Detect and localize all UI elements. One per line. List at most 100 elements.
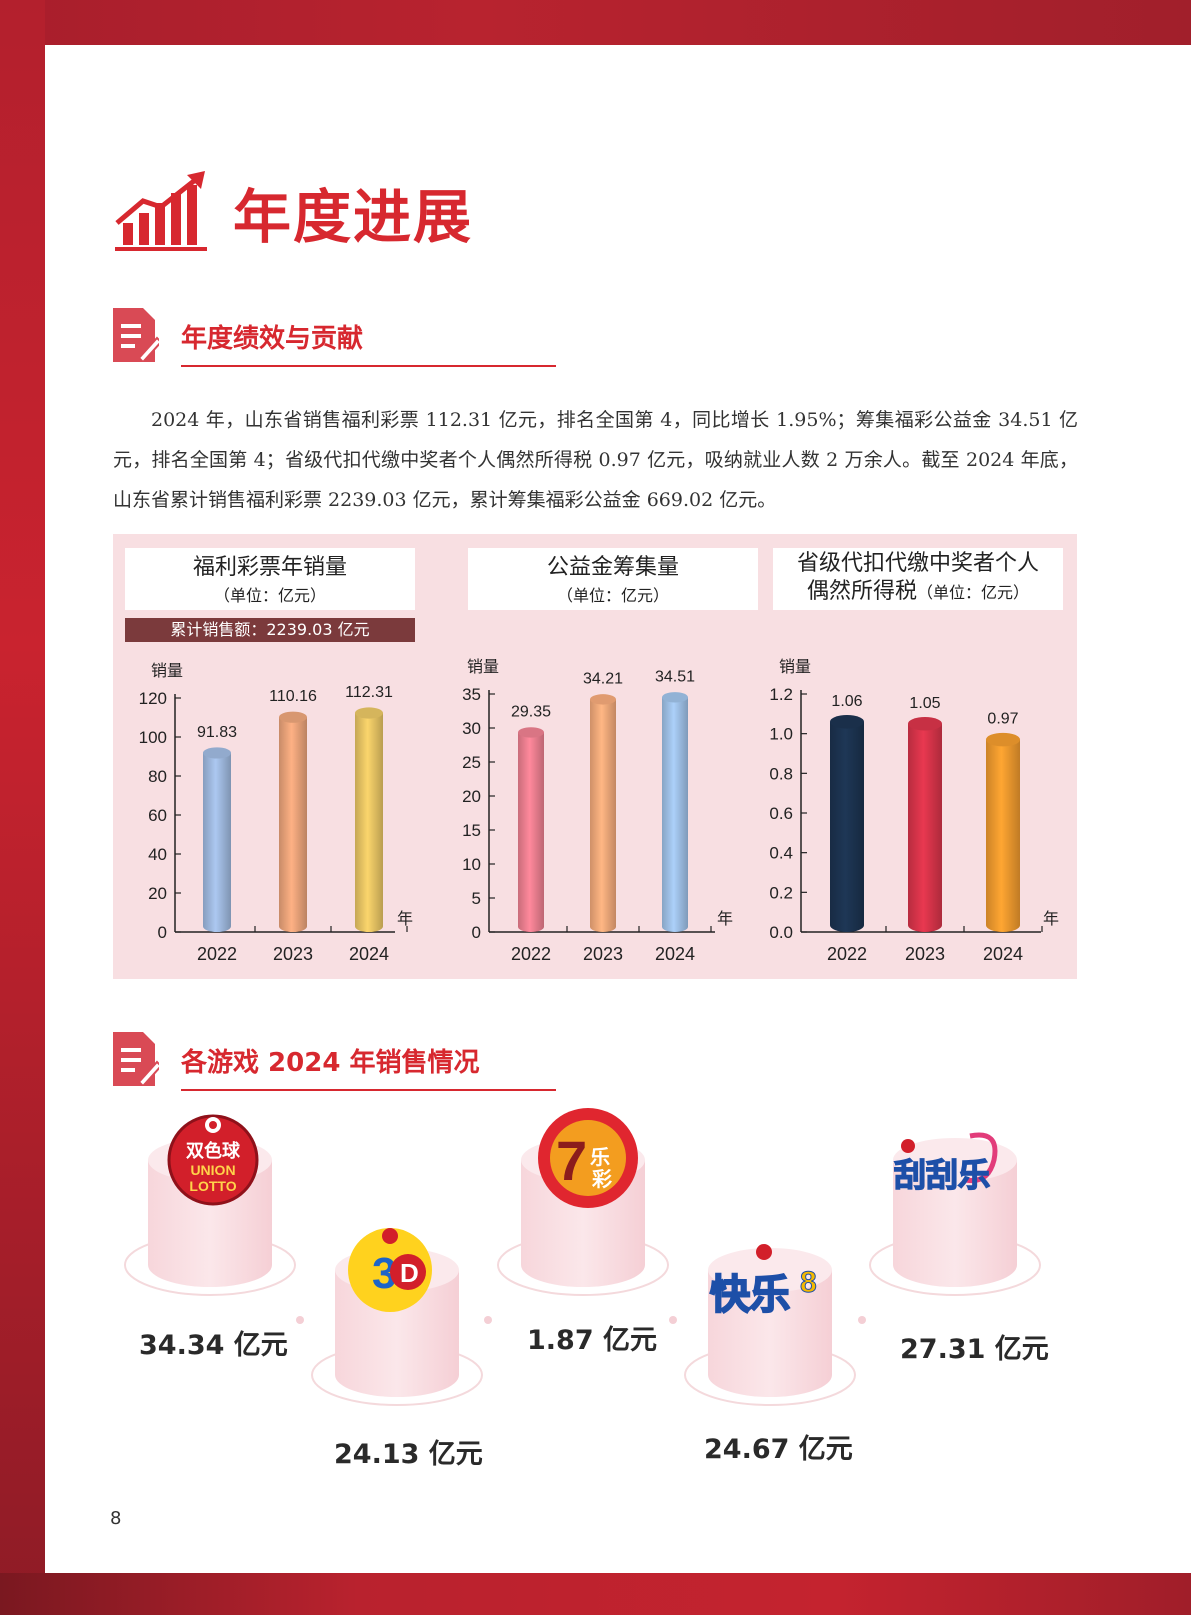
chart-bar-body <box>518 732 544 932</box>
chart-bar-top <box>279 711 307 723</box>
chart-y-tick-label: 15 <box>462 821 481 840</box>
svg-text:刮刮乐: 刮刮乐 <box>894 1157 990 1193</box>
chart-y-tick-label: 100 <box>139 728 167 747</box>
chart-y-tick-label: 35 <box>462 685 481 704</box>
chart-bar-top <box>355 707 383 719</box>
chart-y-tick-label: 30 <box>462 719 481 738</box>
section-title: 各游戏 2024 年销售情况 <box>181 1042 556 1091</box>
page-header: 年度进展 <box>113 170 473 254</box>
svg-text:LOTTO: LOTTO <box>189 1178 236 1194</box>
chart-x-tick-label: 2024 <box>349 944 389 964</box>
chart-y-tick-label: 0.2 <box>769 883 793 902</box>
chart-bar-top <box>518 727 544 738</box>
chart-x-tick-label: 2023 <box>905 944 945 964</box>
document-edit-icon <box>113 1032 159 1086</box>
chart-y-tick-label: 25 <box>462 753 481 772</box>
charts-panel: 福利彩票年销量 （单位：亿元） 累计销售额：2239.03 亿元 公益金筹集量 … <box>113 534 1077 979</box>
chart-x-tick-label: 2022 <box>827 944 867 964</box>
chart-data-label: 91.83 <box>197 724 237 741</box>
svg-text:7: 7 <box>556 1129 587 1192</box>
chart-y-tick-label: 0 <box>472 923 481 942</box>
chart-data-label: 0.97 <box>987 711 1018 728</box>
chart-bar-body <box>590 699 616 932</box>
growth-chart-icon <box>115 171 207 251</box>
chart-data-label: 34.21 <box>583 670 623 687</box>
chart-y-axis-label: 销量 <box>779 658 811 676</box>
svg-text:快乐: 快乐 <box>710 1273 790 1317</box>
chart-bar-body <box>908 723 942 932</box>
chart-data-label: 112.31 <box>345 684 393 701</box>
chart-data-label: 34.51 <box>655 668 695 685</box>
chart-data-label: 1.06 <box>831 693 862 710</box>
chart-y-axis-label: 销量 <box>467 658 499 676</box>
chart3-title-line1: 省级代扣代缴中奖者个人 <box>796 551 1039 576</box>
chart-bar <box>355 707 383 932</box>
chart-bar <box>279 711 307 932</box>
chart-y-tick-label: 20 <box>462 787 481 806</box>
chart2-header: 公益金筹集量 （单位：亿元） <box>468 548 758 610</box>
chart-x-tick-label: 2024 <box>983 944 1023 964</box>
chart1-unit: （单位：亿元） <box>213 586 326 605</box>
chart-x-tick-label: 2022 <box>197 944 237 964</box>
chart-bar-body <box>355 712 383 932</box>
chart-bar-body <box>662 697 688 932</box>
chart-income-tax: 销量 0.0 0.2 0.4 0.6 0.8 1.0 1.2 年 1.06 2022 1.05 2023… <box>769 658 1059 964</box>
chart2-title: 公益金筹集量 <box>546 555 679 580</box>
chart-y-tick-label: 0.8 <box>769 764 793 783</box>
kuai-le-8-logo-icon: 快乐 8 <box>709 1244 817 1318</box>
game-sales-7-le-cai: 1.87 亿元 <box>527 1325 658 1356</box>
chart-bar <box>986 732 1020 932</box>
game-sales-gua-gua-le: 27.31 亿元 <box>900 1334 1049 1365</box>
chart-bar-body <box>279 717 307 932</box>
3d-logo-icon: 3 D <box>348 1228 432 1312</box>
chart-y-tick-label: 60 <box>148 806 167 825</box>
chart-y-tick-label: 80 <box>148 767 167 786</box>
chart-x-tick-label: 2024 <box>655 944 695 964</box>
chart-bar-top <box>590 694 616 705</box>
chart-data-label: 110.16 <box>269 688 317 705</box>
top-frame-bar <box>0 0 1191 45</box>
gua-gua-le-logo-icon: 刮刮乐 <box>893 1132 998 1194</box>
left-frame-bar <box>0 0 45 1615</box>
game-sales-3d: 24.13 亿元 <box>334 1439 483 1470</box>
chart-bar <box>662 692 688 932</box>
summary-paragraph: 2024 年，山东省销售福利彩票 112.31 亿元，排名全国第 4，同比增长 … <box>113 409 1078 511</box>
game-sales-union-lotto: 34.34 亿元 <box>139 1330 288 1361</box>
chart-x-axis-unit: 年 <box>1043 910 1059 928</box>
chart-bar <box>830 714 864 932</box>
chart-y-tick-label: 40 <box>148 845 167 864</box>
svg-text:8: 8 <box>800 1266 817 1299</box>
chart-data-label: 1.05 <box>909 695 940 712</box>
chart1-title: 福利彩票年销量 <box>192 555 347 580</box>
svg-text:UNION: UNION <box>190 1162 235 1178</box>
svg-text:彩: 彩 <box>591 1168 612 1191</box>
svg-text:乐: 乐 <box>590 1146 610 1169</box>
chart-x-tick-label: 2023 <box>273 944 313 964</box>
chart-bar <box>908 716 942 932</box>
game-logo-union-lotto: 双色球 UNION LOTTO <box>166 1113 260 1211</box>
chart-y-tick-label: 1.2 <box>769 685 793 704</box>
chart-bar-top <box>986 732 1020 747</box>
svg-text:D: D <box>400 1258 419 1288</box>
chart-bar-body <box>986 739 1020 932</box>
chart-bar-top <box>662 692 688 703</box>
chart-y-axis-label: 销量 <box>151 662 183 680</box>
page-title: 年度进展 <box>233 183 474 251</box>
chart-public-welfare-fund: 销量 0 5 10 15 20 25 30 35 年 29.35 2022 34.21 2023 34.51… <box>462 658 733 964</box>
chart-bar-body <box>830 721 864 932</box>
chart-y-tick-label: 0.6 <box>769 804 793 823</box>
chart-bar-body <box>203 752 231 932</box>
chart3-header: 省级代扣代缴中奖者个人 偶然所得税（单位：亿元） <box>773 548 1063 610</box>
cumulative-sales-banner: 累计销售额：2239.03 亿元 <box>125 618 415 642</box>
chart-y-tick-label: 0 <box>158 923 167 942</box>
svg-text:双色球: 双色球 <box>186 1140 241 1161</box>
union-lotto-logo-icon: 双色球 UNION LOTTO <box>167 1114 259 1206</box>
bottom-frame-bar <box>0 1573 1191 1615</box>
game-logo-7-le-cai: 7 乐 彩 <box>536 1106 640 1214</box>
chart1-header: 福利彩票年销量 （单位：亿元） <box>125 548 415 610</box>
chart-y-tick-label: 1.0 <box>769 725 793 744</box>
document-edit-icon <box>113 308 159 362</box>
7-le-cai-logo-icon: 7 乐 彩 <box>538 1108 638 1208</box>
chart-bar-top <box>203 747 231 759</box>
game-logo-3d: 3 D <box>342 1222 438 1322</box>
